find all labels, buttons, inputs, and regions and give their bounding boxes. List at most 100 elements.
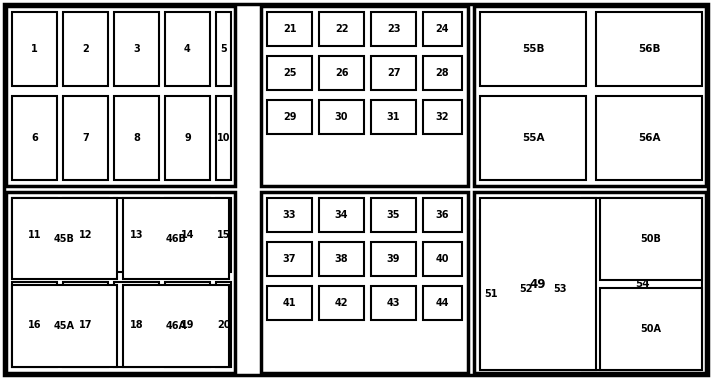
Bar	[6, 192, 235, 373]
Text: 34: 34	[335, 210, 348, 220]
Bar	[319, 286, 364, 320]
Bar	[12, 198, 57, 272]
Bar	[423, 56, 462, 90]
Text: 11: 11	[28, 230, 41, 240]
Bar	[480, 12, 586, 86]
Bar	[216, 12, 231, 86]
Text: 14: 14	[181, 230, 194, 240]
Bar	[12, 198, 117, 279]
Bar	[216, 282, 231, 367]
Bar	[123, 198, 229, 279]
Text: 21: 21	[283, 24, 296, 34]
Text: 45A: 45A	[54, 321, 75, 331]
Text: 55B: 55B	[522, 44, 544, 54]
Bar	[546, 210, 574, 368]
Bar	[165, 96, 210, 180]
Text: 56A: 56A	[638, 133, 660, 143]
Bar	[319, 12, 364, 46]
Bar	[319, 56, 364, 90]
Bar	[267, 100, 312, 134]
Bar	[165, 12, 210, 86]
Bar	[319, 100, 364, 134]
Bar	[423, 198, 462, 232]
Text: 50B: 50B	[641, 234, 661, 244]
Bar	[216, 198, 231, 272]
Text: 33: 33	[283, 210, 296, 220]
Bar	[12, 12, 57, 86]
Bar	[371, 286, 416, 320]
Bar	[371, 242, 416, 276]
Text: 26: 26	[335, 68, 348, 78]
Bar	[267, 56, 312, 90]
Bar	[63, 282, 108, 367]
Text: 23: 23	[387, 24, 400, 34]
Bar	[216, 96, 231, 180]
Text: 15: 15	[216, 230, 230, 240]
Bar	[371, 100, 416, 134]
Text: 50A: 50A	[641, 324, 661, 334]
Bar	[261, 6, 468, 186]
Text: 41: 41	[283, 298, 296, 308]
Bar	[63, 12, 108, 86]
Bar	[480, 220, 502, 368]
Bar	[474, 6, 706, 186]
Text: 56B: 56B	[638, 44, 660, 54]
Bar	[114, 96, 159, 180]
Text: 32: 32	[436, 112, 449, 122]
Text: 29: 29	[283, 112, 296, 122]
Bar	[474, 192, 706, 373]
Bar	[423, 286, 462, 320]
Bar	[319, 198, 364, 232]
Bar	[123, 285, 229, 367]
Text: 27: 27	[387, 68, 400, 78]
Bar	[423, 12, 462, 46]
Text: 4: 4	[184, 44, 191, 54]
Text: 20: 20	[216, 319, 230, 329]
Bar	[596, 12, 702, 86]
Bar	[600, 288, 702, 370]
Bar	[267, 286, 312, 320]
Text: 3: 3	[133, 44, 140, 54]
Bar	[423, 242, 462, 276]
Bar	[114, 198, 159, 272]
Text: 17: 17	[79, 319, 93, 329]
Text: 42: 42	[335, 298, 348, 308]
Bar	[371, 12, 416, 46]
Bar	[165, 282, 210, 367]
Text: 46A: 46A	[165, 321, 187, 331]
Bar	[165, 198, 210, 272]
Bar	[12, 285, 117, 367]
Text: 38: 38	[335, 254, 348, 264]
Bar	[261, 192, 468, 373]
Text: 30: 30	[335, 112, 348, 122]
Text: 28: 28	[436, 68, 449, 78]
Text: 1: 1	[31, 44, 38, 54]
Text: 6: 6	[31, 133, 38, 143]
Text: 25: 25	[283, 68, 296, 78]
Text: 2: 2	[82, 44, 89, 54]
Bar	[12, 282, 57, 367]
Text: 55A: 55A	[522, 133, 544, 143]
Text: 18: 18	[130, 319, 143, 329]
Bar	[267, 12, 312, 46]
Bar	[423, 100, 462, 134]
Text: 7: 7	[82, 133, 89, 143]
Bar	[512, 210, 540, 368]
Text: 40: 40	[436, 254, 449, 264]
Text: 54: 54	[634, 279, 649, 289]
Bar	[319, 242, 364, 276]
Text: 51: 51	[484, 289, 498, 299]
Bar	[582, 198, 702, 370]
Text: 8: 8	[133, 133, 140, 143]
Text: 49: 49	[530, 277, 546, 290]
Text: 12: 12	[79, 230, 93, 240]
Bar	[596, 96, 702, 180]
Text: 37: 37	[283, 254, 296, 264]
Bar	[480, 198, 596, 370]
Bar	[6, 6, 235, 186]
Text: 19: 19	[181, 319, 194, 329]
Text: 24: 24	[436, 24, 449, 34]
Text: 46B: 46B	[166, 233, 187, 243]
Bar	[114, 282, 159, 367]
Bar	[63, 198, 108, 272]
